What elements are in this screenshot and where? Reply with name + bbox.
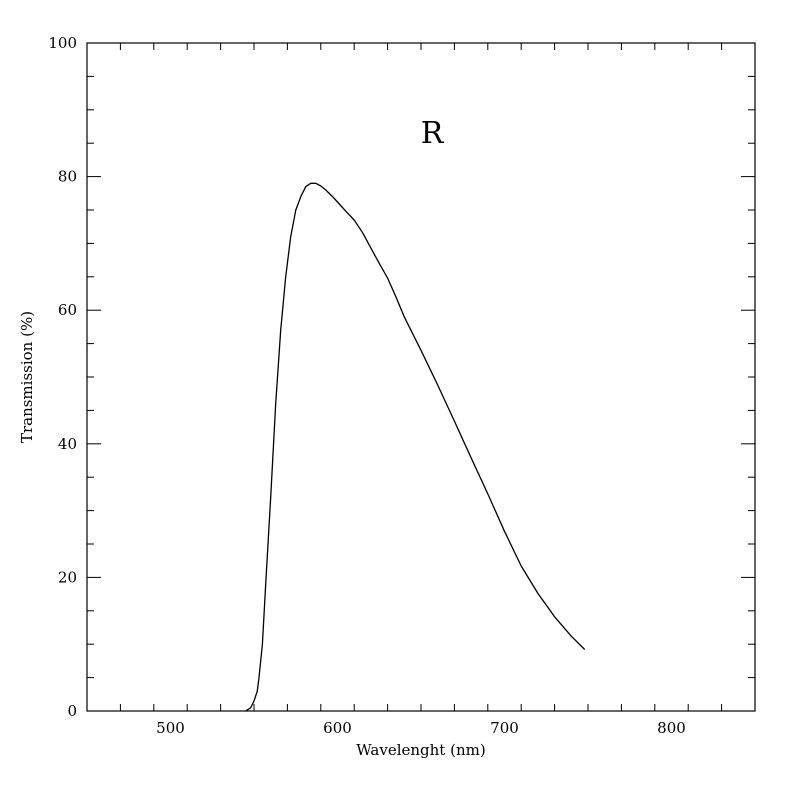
- filter-band-annotation: R: [421, 116, 445, 151]
- ticks-layer: [87, 43, 755, 711]
- y-tick-label: 100: [48, 34, 77, 52]
- y-tick-label: 40: [58, 435, 77, 453]
- y-axis-label: Transmission (%): [18, 311, 36, 443]
- x-tick-label: 600: [323, 719, 352, 737]
- x-tick-label: 800: [657, 719, 686, 737]
- y-tick-label: 0: [67, 702, 77, 720]
- y-tick-label: 20: [58, 568, 77, 586]
- plot-frame: [86, 42, 756, 712]
- y-tick-label: 80: [58, 168, 77, 186]
- y-tick-label: 60: [58, 301, 77, 319]
- x-tick-label: 700: [490, 719, 519, 737]
- x-axis-label: Wavelenght (nm): [356, 741, 485, 759]
- transmission-curve: [245, 182, 586, 712]
- series-layer: [245, 182, 586, 712]
- x-tick-label: 500: [156, 719, 185, 737]
- tick-labels-layer: 500 600 700 800 0 20 40 60 80 100: [48, 34, 685, 737]
